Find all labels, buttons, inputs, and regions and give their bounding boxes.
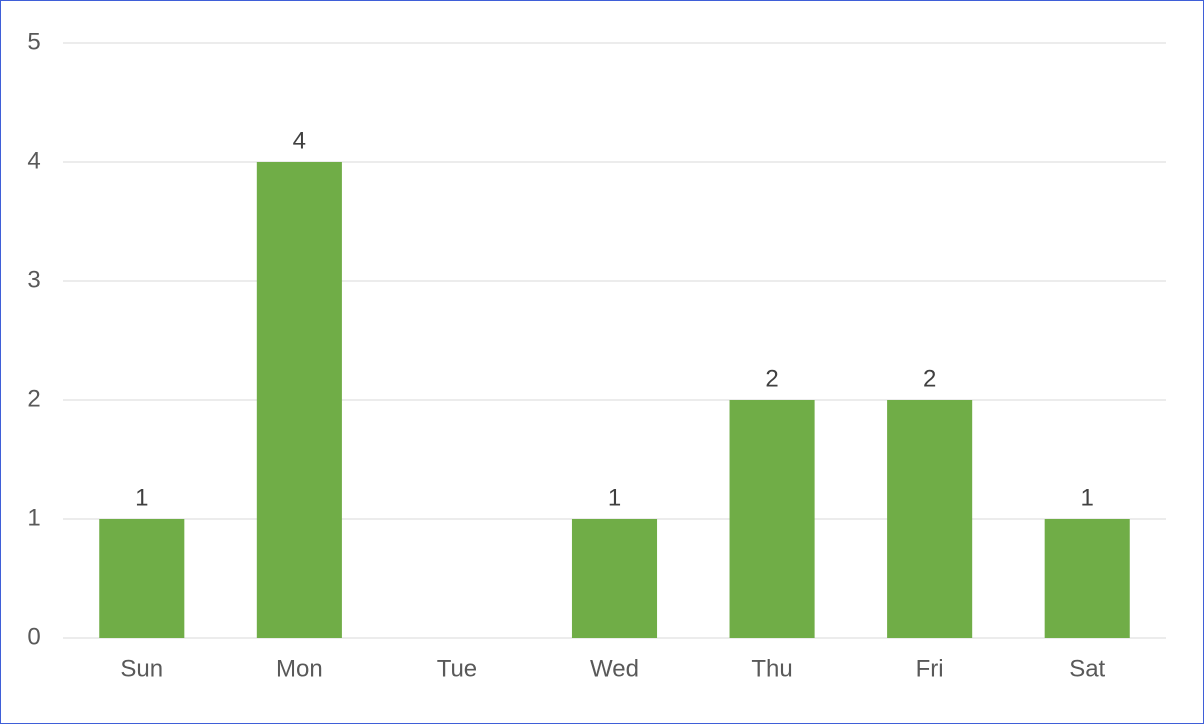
bar: [1044, 519, 1130, 638]
x-tick-label: Mon: [276, 655, 323, 682]
data-label: 1: [608, 484, 621, 511]
data-label: 1: [135, 484, 148, 511]
y-tick-label: 5: [27, 28, 40, 55]
bar: [571, 519, 658, 638]
x-tick-label: Sat: [1069, 655, 1105, 682]
data-label: 2: [765, 365, 778, 392]
bar: [729, 400, 815, 638]
data-label: 1: [1081, 484, 1094, 511]
x-tick-label: Tue: [437, 655, 477, 682]
data-label: 4: [293, 127, 306, 154]
x-tick-label: Fri: [916, 655, 944, 682]
data-label: 2: [923, 365, 936, 392]
y-tick-label: 4: [27, 147, 40, 174]
y-tick-label: 1: [27, 504, 40, 531]
bar: [256, 162, 342, 638]
y-tick-label: 2: [27, 385, 40, 412]
y-tick-label: 0: [27, 623, 40, 650]
x-tick-label: Wed: [590, 655, 639, 682]
x-tick-label: Sun: [120, 655, 163, 682]
y-tick-label: 3: [27, 266, 40, 293]
bar: [99, 519, 185, 638]
bar: [887, 400, 973, 638]
x-tick-label: Thu: [751, 655, 792, 682]
